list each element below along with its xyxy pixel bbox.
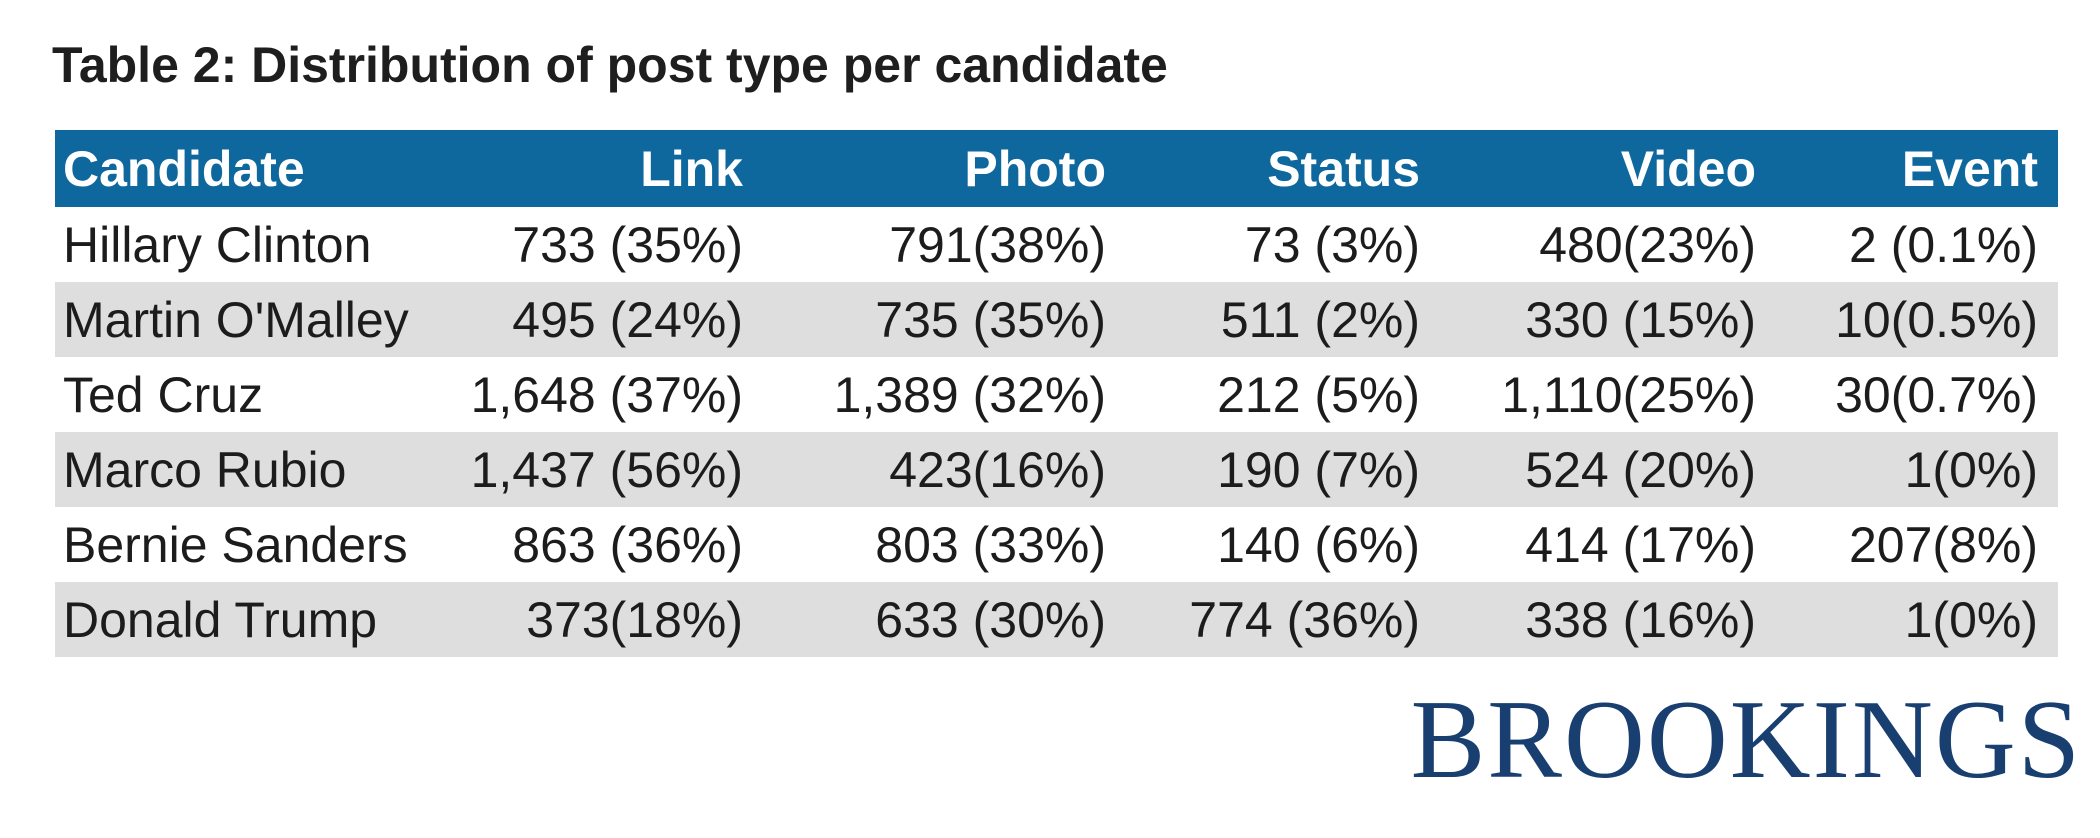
cell-link: 863 (36%) xyxy=(512,516,743,573)
cell-video: 338 (16%) xyxy=(1525,591,1756,648)
cell-event: 1(0%) xyxy=(1904,591,2038,648)
cell-event: 207(8%) xyxy=(1849,516,2038,573)
cell-link: 1,437 (56%) xyxy=(470,441,743,498)
cell-status: 212 (5%) xyxy=(1217,366,1420,423)
cell-candidate: Marco Rubio xyxy=(63,441,347,498)
cell-photo: 803 (33%) xyxy=(875,516,1106,573)
cell-video: 414 (17%) xyxy=(1525,516,1756,573)
cell-event: 1(0%) xyxy=(1904,441,2038,498)
column-header-photo: Photo xyxy=(763,130,1126,207)
cell-candidate: Bernie Sanders xyxy=(63,516,408,573)
cell-link: 495 (24%) xyxy=(512,291,743,348)
cell-status: 140 (6%) xyxy=(1217,516,1420,573)
table-row: Bernie Sanders 863 (36%) 803 (33%) 140 (6%)… xyxy=(55,507,2058,582)
cell-photo: 1,389 (32%) xyxy=(833,366,1106,423)
cell-candidate: Donald Trump xyxy=(63,591,378,648)
cell-event: 30(0.7%) xyxy=(1835,366,2038,423)
cell-link: 1,648 (37%) xyxy=(470,366,743,423)
cell-photo: 791(38%) xyxy=(889,216,1106,273)
cell-photo: 423(16%) xyxy=(889,441,1106,498)
column-header-candidate: Candidate xyxy=(55,130,420,207)
table-header-row: Candidate Link Photo Status Video Event xyxy=(55,130,2058,207)
table-body: Hillary Clinton 733 (35%) 791(38%) 73 (3%) 4… xyxy=(55,207,2058,657)
brookings-logo: BROOKINGS xyxy=(1410,678,2082,802)
column-header-video: Video xyxy=(1440,130,1776,207)
cell-link: 733 (35%) xyxy=(512,216,743,273)
cell-candidate: Ted Cruz xyxy=(63,366,264,423)
cell-candidate: Martin O'Malley xyxy=(63,291,409,348)
cell-video: 330 (15%) xyxy=(1525,291,1756,348)
column-header-status: Status xyxy=(1126,130,1440,207)
post-type-table: Candidate Link Photo Status Video Event Hilla… xyxy=(55,130,2058,657)
column-header-event: Event xyxy=(1776,130,2058,207)
column-header-link: Link xyxy=(420,130,763,207)
cell-video: 480(23%) xyxy=(1539,216,1756,273)
table-row: Martin O'Malley 495 (24%) 735 (35%) 511 (2%… xyxy=(55,282,2058,357)
cell-link: 373(18%) xyxy=(526,591,743,648)
cell-event: 2 (0.1%) xyxy=(1849,216,2038,273)
figure-title: Table 2: Distribution of post type per c… xyxy=(52,37,1168,93)
cell-video: 1,110(25%) xyxy=(1501,366,1756,423)
cell-status: 190 (7%) xyxy=(1217,441,1420,498)
cell-status: 73 (3%) xyxy=(1244,216,1420,273)
cell-status: 511 (2%) xyxy=(1220,291,1420,348)
table-row: Ted Cruz 1,648 (37%) 1,389 (32%) 212 (5%) 1,… xyxy=(55,357,2058,432)
cell-candidate: Hillary Clinton xyxy=(63,216,372,273)
table-row: Donald Trump 373(18%) 633 (30%) 774 (36%) 33… xyxy=(55,582,2058,657)
cell-status: 774 (36%) xyxy=(1189,591,1420,648)
table-row: Marco Rubio 1,437 (56%) 423(16%) 190 (7%) 52… xyxy=(55,432,2058,507)
table-row: Hillary Clinton 733 (35%) 791(38%) 73 (3%) 4… xyxy=(55,207,2058,282)
cell-video: 524 (20%) xyxy=(1525,441,1756,498)
cell-event: 10(0.5%) xyxy=(1835,291,2038,348)
cell-photo: 735 (35%) xyxy=(875,291,1106,348)
cell-photo: 633 (30%) xyxy=(875,591,1106,648)
